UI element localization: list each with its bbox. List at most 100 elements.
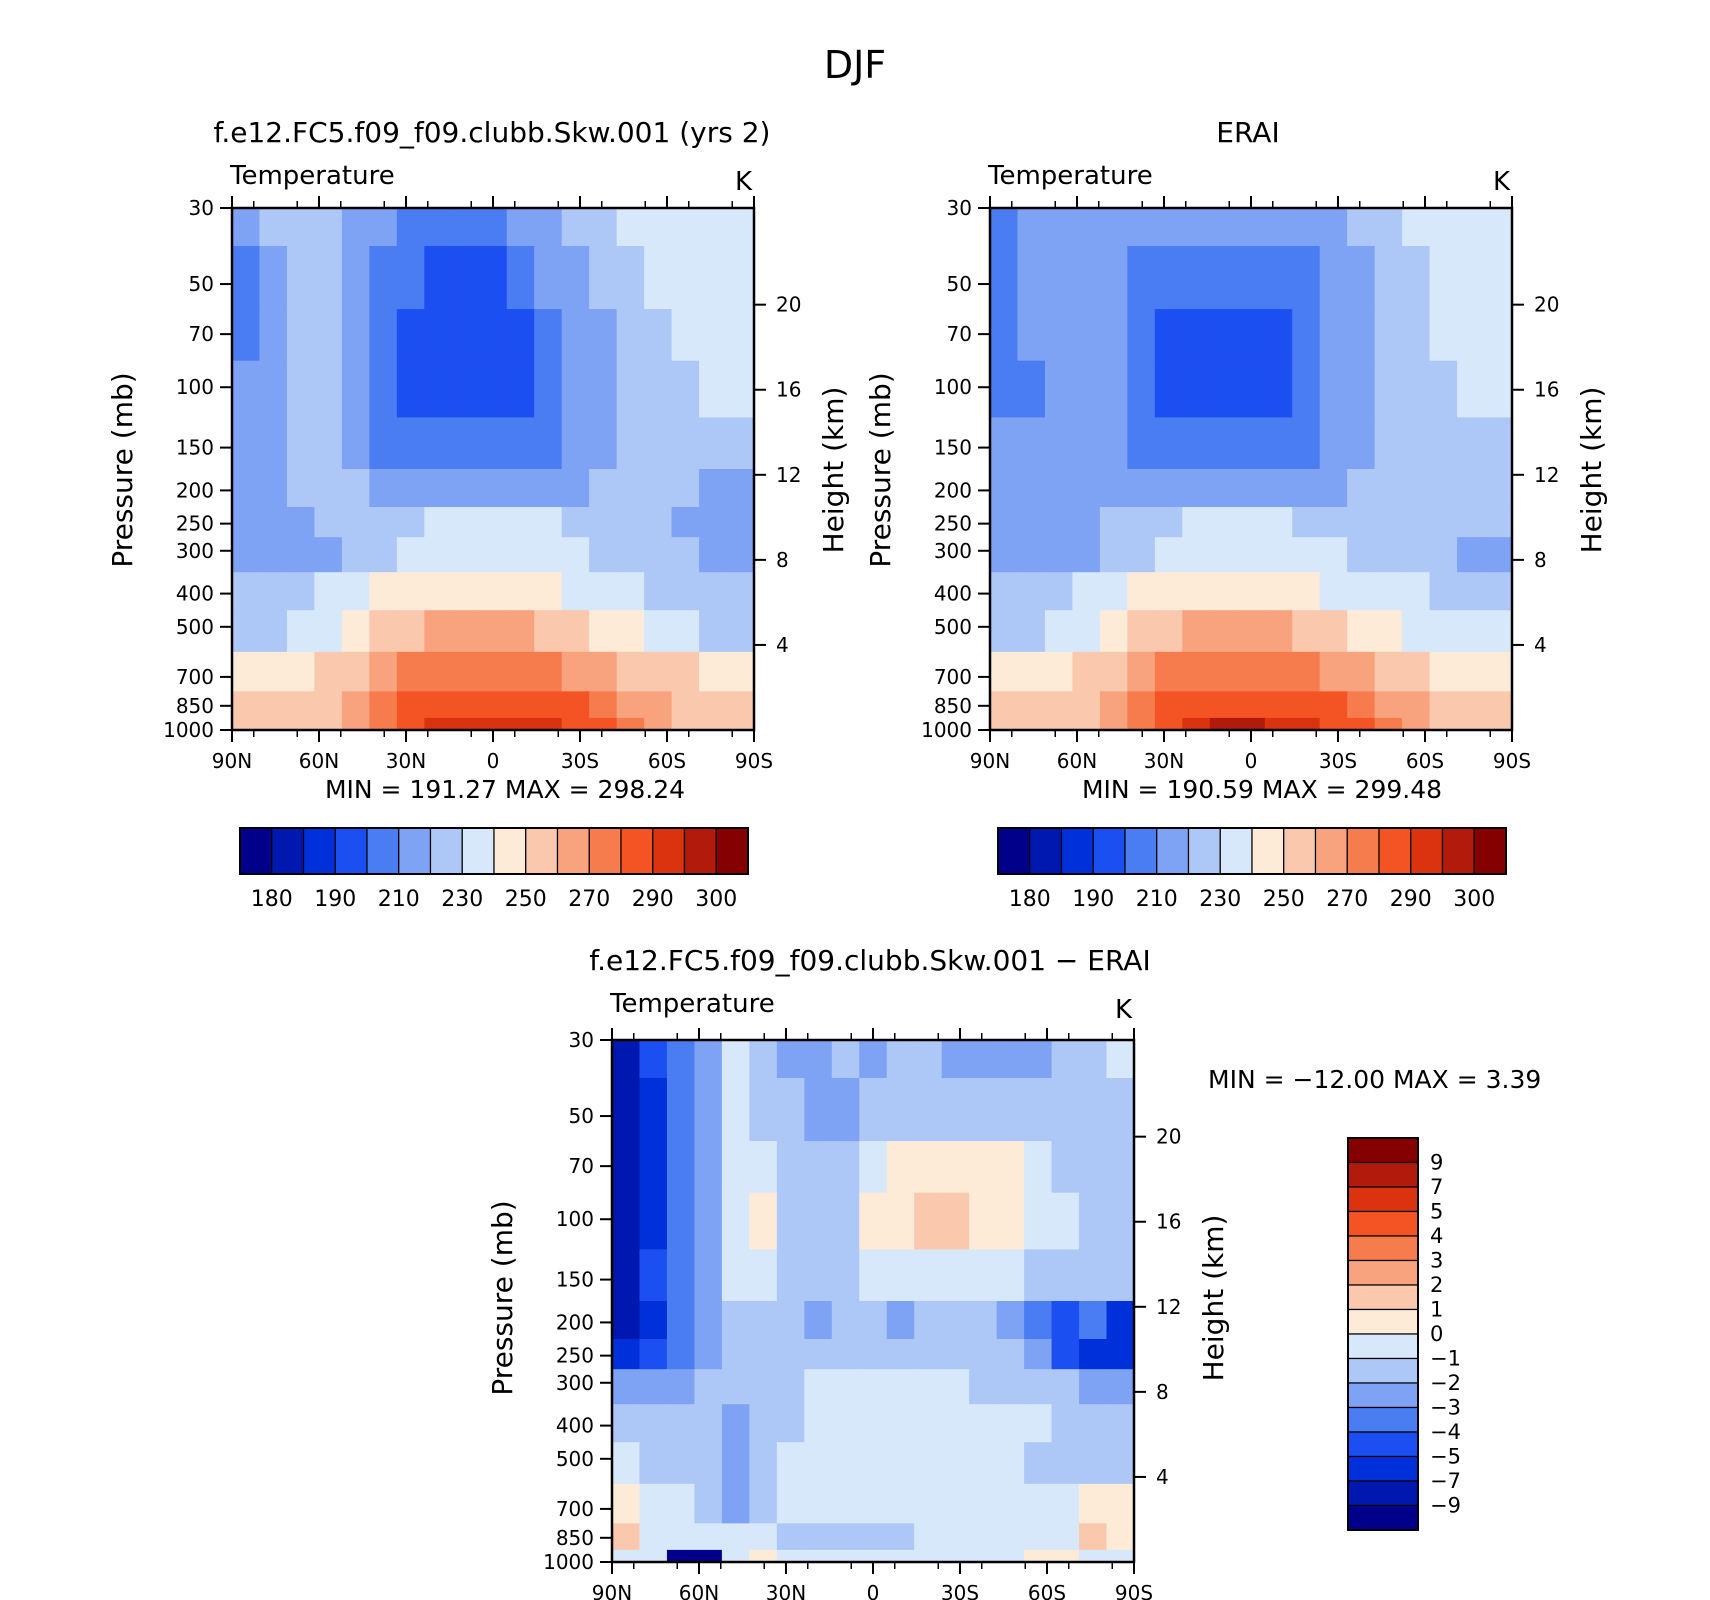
diff-cell xyxy=(1024,1078,1053,1142)
diff-cell xyxy=(639,1078,668,1142)
model-cell xyxy=(369,246,398,310)
diff-colorbar-label: −5 xyxy=(1430,1445,1461,1469)
model-cell xyxy=(424,651,453,692)
obs-cell xyxy=(990,309,1019,362)
diff-cell xyxy=(859,1404,888,1443)
obs-cell xyxy=(1209,507,1238,538)
obs-ytick-label: 150 xyxy=(934,436,972,460)
diff-height-tick-label: 20 xyxy=(1156,1125,1181,1149)
obs-cell xyxy=(1347,360,1376,419)
model-cell xyxy=(534,610,563,653)
model-cell xyxy=(616,507,645,538)
obs-cell xyxy=(1429,208,1458,247)
obs-cell xyxy=(1374,246,1403,310)
diff-cell xyxy=(969,1192,998,1251)
diff-cell xyxy=(694,1549,723,1563)
model-colorbar-swatch xyxy=(588,827,622,875)
diff-colorbar-swatch xyxy=(1347,1431,1419,1458)
diff-cell xyxy=(694,1040,723,1079)
diff-cell xyxy=(666,1483,696,1524)
model-cell xyxy=(369,469,398,508)
diff-cell xyxy=(996,1483,1025,1524)
obs-cell xyxy=(1429,717,1458,731)
obs-cell xyxy=(1017,691,1046,719)
obs-ytick-label: 70 xyxy=(947,322,972,346)
diff-cell xyxy=(639,1192,668,1251)
diff-cell xyxy=(914,1442,943,1485)
diff-variable-label: Temperature xyxy=(609,989,775,1019)
diff-cell xyxy=(612,1192,641,1251)
obs-cell xyxy=(1044,507,1074,538)
model-cell xyxy=(259,208,288,247)
diff-colorbar-swatch xyxy=(1347,1308,1419,1335)
model-ytick-label: 70 xyxy=(189,322,214,346)
diff-cell xyxy=(831,1301,860,1340)
obs-cell xyxy=(1347,469,1376,508)
diff-cell xyxy=(914,1192,943,1251)
obs-cell xyxy=(1182,537,1211,573)
diff-cell xyxy=(969,1549,998,1563)
diff-cell xyxy=(1024,1483,1053,1524)
model-cell xyxy=(479,469,508,508)
diff-colorbar-swatch xyxy=(1347,1480,1419,1507)
obs-cell xyxy=(1072,246,1101,310)
obs-cell xyxy=(1457,360,1486,419)
obs-colorbar-label: 250 xyxy=(1263,887,1305,912)
model-cell xyxy=(671,507,700,538)
diff-colorbar-label: 7 xyxy=(1430,1175,1443,1199)
obs-colorbar-swatch xyxy=(1410,827,1444,875)
diff-cell xyxy=(612,1483,641,1524)
diff-cell xyxy=(831,1192,860,1251)
model-cell xyxy=(671,610,700,653)
model-cell xyxy=(369,717,398,731)
model-colorbar-swatch xyxy=(493,827,527,875)
diff-cell xyxy=(639,1339,668,1370)
diff-cell xyxy=(831,1523,860,1551)
obs-cell xyxy=(1402,717,1431,731)
obs-cell xyxy=(1182,717,1211,731)
diff-colorbar-swatch xyxy=(1347,1186,1419,1213)
model-cell xyxy=(534,691,563,719)
diff-cell xyxy=(694,1249,723,1302)
obs-xtick-label: 60N xyxy=(1057,749,1097,773)
model-cell xyxy=(396,691,425,719)
diff-cell xyxy=(1079,1549,1108,1563)
diff-cell xyxy=(1079,1301,1108,1340)
obs-colorbar-label: 300 xyxy=(1453,887,1495,912)
obs-panel: ERAI Temperature K Pressure (mb) Height … xyxy=(864,116,1608,912)
obs-cell xyxy=(1319,717,1348,731)
model-cell xyxy=(644,417,673,470)
model-cell xyxy=(396,360,425,419)
obs-cell xyxy=(1292,417,1321,470)
diff-cell xyxy=(804,1483,833,1524)
obs-cell xyxy=(990,469,1019,508)
diff-cell xyxy=(1106,1339,1135,1370)
diff-colorbar-label: 5 xyxy=(1430,1200,1443,1224)
diff-cell xyxy=(639,1301,668,1340)
diff-cell xyxy=(996,1249,1025,1302)
model-cell xyxy=(314,717,343,731)
diff-colorbar-swatch xyxy=(1347,1235,1419,1262)
model-cell xyxy=(616,417,645,470)
obs-cell xyxy=(1319,208,1348,247)
model-cell xyxy=(589,717,618,731)
model-cell xyxy=(644,469,673,508)
model-cell xyxy=(232,651,261,692)
diff-cell xyxy=(886,1483,915,1524)
obs-colorbar-swatch xyxy=(997,827,1031,875)
obs-cell xyxy=(1099,691,1128,719)
diff-cell xyxy=(694,1369,723,1405)
diff-cell xyxy=(612,1249,641,1302)
model-cell xyxy=(451,360,480,419)
model-cell xyxy=(314,208,343,247)
diff-xtick-label: 90S xyxy=(1115,1581,1153,1600)
model-cell xyxy=(506,507,535,538)
obs-cell xyxy=(1292,691,1321,719)
obs-cell xyxy=(1044,610,1074,653)
obs-cell xyxy=(1154,360,1183,419)
model-cell xyxy=(616,572,645,611)
diff-cell xyxy=(639,1483,668,1524)
diff-cell xyxy=(804,1404,833,1443)
model-cell xyxy=(699,610,728,653)
obs-colorbar-swatch xyxy=(1283,827,1317,875)
